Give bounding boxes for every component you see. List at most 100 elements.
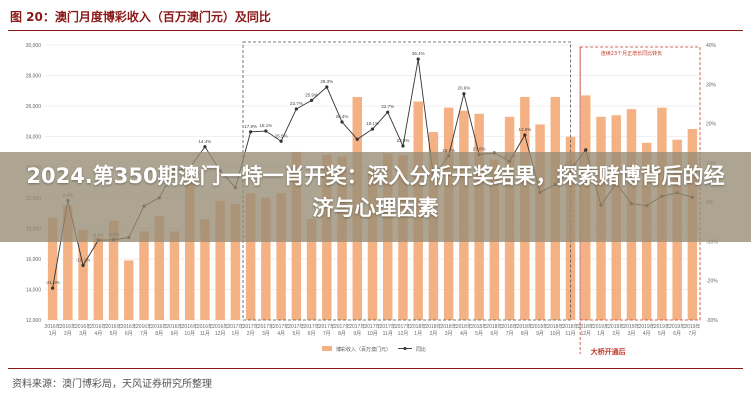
data-label: -21.9% (45, 280, 59, 285)
yoy-point (355, 137, 359, 141)
data-label: 12.5% (518, 127, 531, 132)
x-tick-year: 2016年 (182, 323, 198, 330)
yoy-point (294, 107, 298, 111)
x-tick-year: 2017年 (288, 323, 304, 330)
x-tick-month: 3月 (79, 331, 87, 337)
x-tick-month: 10月 (550, 331, 561, 337)
x-tick-year: 2019年 (623, 323, 639, 330)
x-tick-month: 8月 (521, 331, 529, 337)
bar (184, 170, 195, 320)
x-tick-month: 2月 (64, 331, 72, 337)
data-label: 23.7% (290, 101, 303, 106)
x-tick-month: 2月 (430, 331, 438, 337)
x-tick-month: 12月 (398, 331, 409, 337)
yoy-point (81, 263, 85, 267)
x-tick-year: 2016年 (105, 323, 121, 330)
data-label: 22.8% (397, 138, 410, 143)
x-tick-year: 2016年 (60, 323, 76, 330)
x-tick-year: 2018年 (547, 323, 563, 330)
data-label: 14.4% (199, 139, 212, 144)
yoy-point (370, 127, 375, 131)
data-label: 27.6% (473, 147, 486, 152)
x-tick-year: 2017年 (304, 323, 320, 330)
legend-bar-label: 博彩收入（百万澳门元） (336, 346, 391, 353)
x-tick-year: 2017年 (364, 323, 380, 330)
x-tick-month: 10月 (367, 331, 378, 337)
x-tick-month: 7月 (688, 331, 696, 337)
period-note: 连续23个月正增长同比转负 (601, 50, 662, 57)
x-tick-month: 4月 (643, 331, 651, 337)
x-tick-year: 2016年 (212, 323, 228, 330)
x-tick-year: 2019年 (654, 323, 670, 330)
x-tick-year: 2019年 (639, 323, 655, 330)
bar (139, 231, 149, 320)
x-tick-year: 2016年 (151, 323, 167, 330)
x-tick-year: 2019年 (593, 323, 609, 330)
bar (245, 193, 256, 320)
yoy-point (309, 98, 314, 102)
y-left-tick-label: 12,000 (26, 318, 42, 324)
yoy-point (523, 133, 527, 137)
data-label: 22.7% (381, 104, 394, 109)
y-right-tick-label: 40% (706, 43, 717, 49)
x-tick-month: 3月 (445, 331, 453, 337)
data-label: 36.4% (412, 51, 425, 56)
x-tick-year: 2018年 (410, 323, 426, 330)
x-tick-month: 7月 (506, 331, 514, 337)
y-right-tick-label: 30% (706, 82, 717, 88)
bar (124, 260, 134, 320)
x-tick-month: 6月 (308, 331, 316, 337)
x-tick-year: 2017年 (319, 323, 335, 330)
y-left-tick-label: 24,000 (26, 135, 42, 141)
data-label: -16.1% (76, 257, 90, 262)
data-label: 18.1% (442, 148, 455, 153)
bar (276, 193, 286, 320)
x-tick-month: 6月 (490, 331, 498, 337)
yoy-point (340, 120, 344, 124)
bar (108, 220, 119, 320)
yoy-point (264, 129, 268, 133)
data-label: 29.3% (320, 79, 333, 84)
x-tick-year: 2018年 (486, 323, 502, 330)
x-tick-month: 5月 (110, 331, 118, 337)
x-tick-month: 7月 (140, 331, 148, 337)
x-tick-month: 11月 (565, 331, 575, 337)
yoy-point (279, 139, 283, 143)
data-label: 15.5% (275, 133, 288, 138)
y-right-tick-label: 20% (706, 122, 717, 128)
x-tick-month: 9月 (353, 331, 361, 337)
x-tick-year: 2018年 (441, 323, 457, 330)
x-tick-year: 2019年 (669, 323, 685, 330)
bridge-label: 大桥开通后 (591, 347, 626, 356)
x-tick-month: 4月 (460, 331, 468, 337)
title-rule (8, 30, 743, 31)
y-left-tick-label: 28,000 (26, 74, 42, 80)
x-tick-month: 6月 (673, 331, 681, 337)
yoy-point (203, 145, 207, 149)
x-tick-year: 2016年 (90, 323, 106, 330)
yoy-point (584, 148, 588, 152)
headline-overlay-band (0, 152, 751, 242)
bar (230, 203, 241, 320)
x-tick-year: 2018年 (532, 323, 548, 330)
x-tick-year: 2016年 (136, 323, 152, 330)
x-tick-year: 2017年 (273, 323, 289, 330)
x-tick-month: 9月 (171, 331, 179, 337)
bar (47, 217, 58, 320)
x-tick-year: 2016年 (45, 323, 61, 330)
x-tick-month: 3月 (628, 331, 636, 337)
bar (93, 237, 104, 320)
x-tick-year: 2019年 (684, 323, 700, 330)
y-left-tick-label: 14,000 (26, 287, 42, 293)
y-left-tick-label: 16,000 (26, 257, 42, 263)
x-tick-month: 11月 (383, 331, 393, 337)
legend-bar-swatch (322, 346, 332, 351)
yoy-point (51, 286, 55, 290)
x-tick-month: 12月 (580, 331, 591, 337)
legend-line-label: 同比 (416, 346, 426, 353)
x-tick-month: 8月 (338, 331, 346, 337)
x-tick-month: 3月 (262, 331, 270, 337)
yoy-point (249, 130, 253, 134)
x-tick-year: 2018年 (562, 323, 578, 330)
